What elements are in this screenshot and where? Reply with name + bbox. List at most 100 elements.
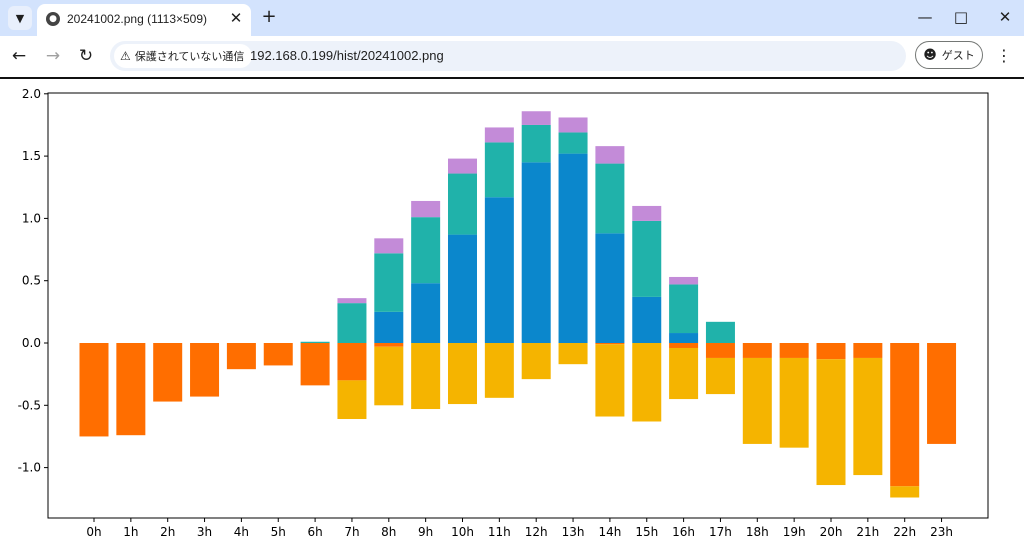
x-tick-label: 2h bbox=[160, 525, 175, 539]
bar-teal-16h bbox=[669, 284, 699, 334]
bar-orange-23h bbox=[927, 343, 957, 444]
y-tick-label: 0.0 bbox=[22, 336, 41, 350]
active-tab[interactable]: ● 20241002.png (1113×509) ✕ bbox=[37, 4, 251, 36]
bar-yellow-10h bbox=[448, 343, 477, 405]
x-tick-label: 20h bbox=[820, 525, 843, 539]
bar-purple-16h bbox=[669, 276, 699, 285]
x-tick-label: 22h bbox=[893, 525, 916, 539]
close-window-icon[interactable]: ✕ bbox=[998, 8, 1012, 26]
bar-purple-15h bbox=[632, 205, 662, 221]
x-tick-label: 1h bbox=[123, 525, 138, 539]
url-text[interactable]: 192.168.0.199/hist/20241002.png bbox=[250, 48, 444, 63]
bar-purple-12h bbox=[521, 111, 551, 125]
forward-icon[interactable]: → bbox=[45, 46, 61, 66]
bar-teal-10h bbox=[448, 173, 477, 235]
bar-blue-11h bbox=[484, 197, 514, 343]
bar-yellow-19h bbox=[779, 357, 809, 448]
bar-orange-6h bbox=[300, 343, 330, 386]
bar-yellow-22h bbox=[890, 486, 920, 498]
x-tick-label: 15h bbox=[635, 525, 658, 539]
x-tick-label: 9h bbox=[418, 525, 433, 539]
bar-yellow-18h bbox=[742, 357, 772, 444]
reload-icon[interactable]: ↻ bbox=[78, 46, 94, 66]
x-tick-label: 0h bbox=[86, 525, 101, 539]
y-tick-label: 1.5 bbox=[22, 149, 41, 163]
x-tick-label: 7h bbox=[344, 525, 359, 539]
bar-orange-21h bbox=[853, 343, 883, 358]
bar-yellow-7h bbox=[337, 380, 367, 420]
plus-icon[interactable]: + bbox=[261, 6, 277, 27]
bar-orange-5h bbox=[263, 343, 293, 366]
x-tick-label: 16h bbox=[672, 525, 695, 539]
bar-teal-11h bbox=[484, 142, 514, 198]
bar-blue-10h bbox=[448, 234, 477, 343]
bar-purple-8h bbox=[374, 238, 404, 254]
x-tick-label: 14h bbox=[598, 525, 621, 539]
x-tick-label: 4h bbox=[234, 525, 249, 539]
x-tick-label: 5h bbox=[271, 525, 286, 539]
bar-yellow-14h bbox=[595, 344, 625, 417]
y-tick-label: -1.0 bbox=[18, 461, 41, 475]
bar-orange-1h bbox=[116, 343, 146, 436]
bar-yellow-13h bbox=[558, 343, 588, 365]
bar-blue-14h bbox=[595, 233, 625, 343]
bar-teal-8h bbox=[374, 253, 404, 312]
bar-yellow-15h bbox=[632, 343, 662, 422]
bar-teal-6h bbox=[300, 341, 330, 343]
bar-yellow-16h bbox=[669, 347, 699, 400]
security-chip[interactable]: ⚠ 保護されていない通信 bbox=[114, 44, 253, 68]
y-tick-label: 0.5 bbox=[22, 274, 41, 288]
minimize-icon[interactable]: — bbox=[917, 8, 933, 26]
bar-teal-7h bbox=[337, 303, 367, 343]
bar-purple-10h bbox=[448, 158, 477, 174]
chevron-down-icon[interactable]: ▼ bbox=[8, 6, 32, 30]
browser-toolbar: ← → ↻ ⚠ 保護されていない通信 192.168.0.199/hist/20… bbox=[0, 36, 1024, 76]
bar-orange-20h bbox=[816, 343, 846, 360]
bar-teal-12h bbox=[521, 124, 551, 163]
x-tick-label: 10h bbox=[451, 525, 474, 539]
x-tick-label: 8h bbox=[381, 525, 396, 539]
profile-button[interactable]: ☻ ゲスト bbox=[915, 41, 983, 69]
x-tick-label: 19h bbox=[783, 525, 806, 539]
bar-purple-13h bbox=[558, 117, 588, 133]
x-tick-label: 12h bbox=[525, 525, 548, 539]
bar-orange-16h bbox=[669, 343, 699, 348]
back-icon[interactable]: ← bbox=[11, 46, 27, 66]
bar-orange-17h bbox=[705, 343, 735, 358]
bar-purple-9h bbox=[411, 200, 441, 218]
close-icon[interactable]: ✕ bbox=[229, 9, 243, 27]
bar-orange-2h bbox=[153, 343, 183, 402]
bar-yellow-9h bbox=[411, 343, 441, 410]
stacked-bar-chart: 2.0 1.5 1.0 0.5 0.0 -0.5 -1.0 0h 1h 2h 3h 4h 5h 6h 7h… bbox=[18, 87, 989, 539]
bar-yellow-8h bbox=[374, 346, 404, 406]
maximize-icon[interactable]: □ bbox=[953, 8, 969, 26]
bar-purple-11h bbox=[484, 127, 514, 143]
x-tick-label: 18h bbox=[746, 525, 769, 539]
bar-teal-13h bbox=[558, 132, 588, 154]
bar-orange-19h bbox=[779, 343, 809, 358]
x-tick-label: 23h bbox=[930, 525, 953, 539]
bar-teal-9h bbox=[411, 217, 441, 284]
bar-blue-13h bbox=[558, 153, 588, 343]
bar-blue-16h bbox=[669, 333, 699, 343]
profile-label: ゲスト bbox=[941, 50, 975, 62]
x-tick-label: 13h bbox=[562, 525, 585, 539]
warning-icon: ⚠ bbox=[120, 49, 131, 63]
x-tick-label: 17h bbox=[709, 525, 732, 539]
address-bar[interactable]: ⚠ 保護されていない通信 192.168.0.199/hist/20241002… bbox=[110, 41, 906, 71]
bar-orange-3h bbox=[190, 343, 220, 397]
globe-icon: ● bbox=[46, 12, 60, 26]
y-tick-label: -0.5 bbox=[18, 398, 41, 412]
bar-orange-7h bbox=[337, 343, 367, 381]
bar-yellow-11h bbox=[484, 343, 514, 398]
more-icon[interactable]: ⋮ bbox=[996, 46, 1012, 65]
x-tick-label: 21h bbox=[856, 525, 879, 539]
bar-purple-7h bbox=[337, 298, 367, 304]
profile-icon: ☻ bbox=[923, 47, 937, 63]
x-tick-label: 6h bbox=[307, 525, 322, 539]
bar-yellow-20h bbox=[816, 359, 846, 486]
bar-orange-18h bbox=[742, 343, 772, 358]
bar-orange-4h bbox=[226, 343, 256, 370]
bar-orange-22h bbox=[890, 343, 920, 487]
bar-teal-14h bbox=[595, 163, 625, 234]
